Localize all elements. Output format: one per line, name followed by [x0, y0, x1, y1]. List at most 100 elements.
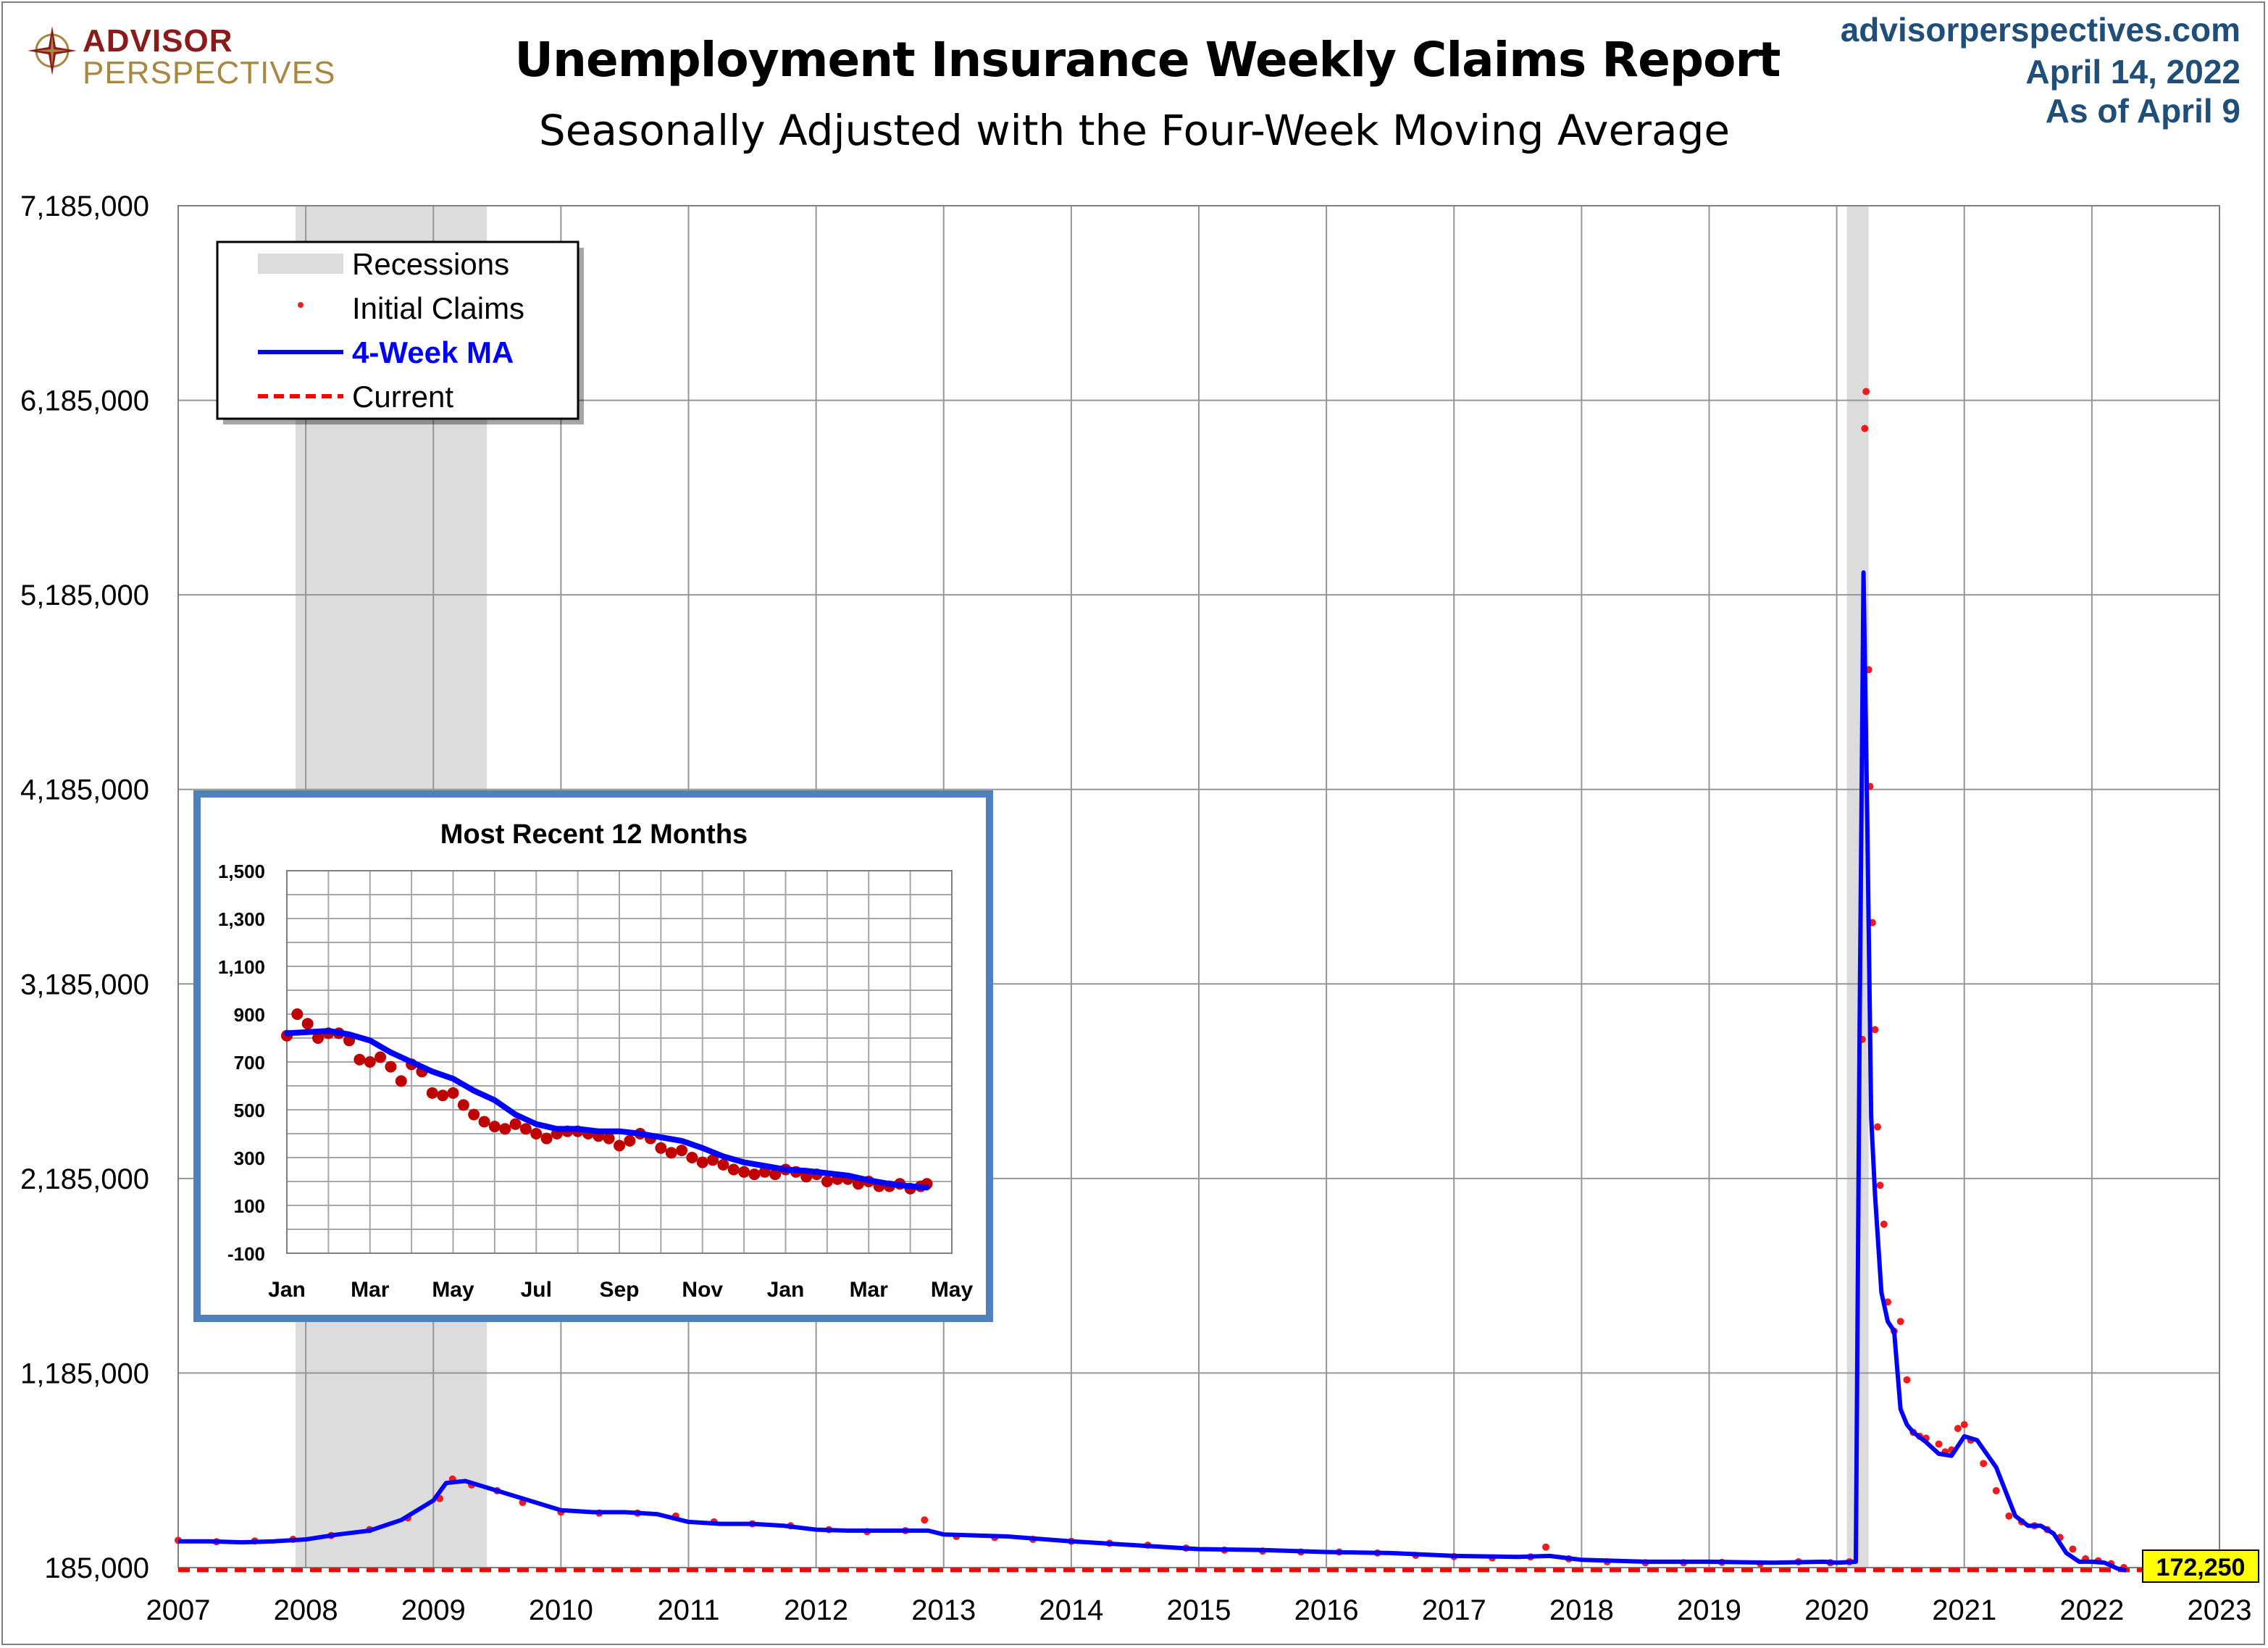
inset-initial-claims-point	[614, 1139, 625, 1152]
initial-claims-point	[1876, 1181, 1884, 1189]
inset-y-tick-label: 900	[234, 1004, 265, 1026]
initial-claims-point	[1954, 1424, 1962, 1432]
inset-plot-border	[286, 870, 953, 1254]
initial-claims-point	[1960, 1421, 1968, 1429]
inset-initial-claims-point	[530, 1128, 543, 1139]
x-tick-label: 2013	[911, 1594, 976, 1626]
inset-x-tick-label: Jan	[767, 1278, 805, 1302]
legend-claims-swatch	[298, 302, 304, 308]
x-tick-label: 2018	[1549, 1594, 1614, 1626]
initial-claims-point	[1871, 1026, 1879, 1034]
page-subtitle: Seasonally Adjusted with the Four-Week M…	[538, 106, 1731, 155]
inset-initial-claims-point	[707, 1154, 719, 1166]
as-of-date: As of April 9	[2045, 92, 2240, 130]
inset-initial-claims-point	[676, 1145, 688, 1157]
x-tick-label: 2017	[1422, 1594, 1486, 1626]
initial-claims-point	[1903, 1376, 1911, 1384]
x-tick-label: 2007	[146, 1594, 211, 1626]
x-tick-label: 2023	[2188, 1594, 2252, 1626]
moving-average-series	[178, 570, 2127, 1573]
inset-y-tick-label: 700	[234, 1052, 265, 1074]
inset-x-tick-label: Sep	[599, 1278, 639, 1302]
x-tick-label: 2010	[529, 1594, 593, 1626]
inset-initial-claims-point	[509, 1118, 522, 1130]
legend-label: Initial Claims	[352, 291, 524, 325]
y-tick-label: 2,185,000	[20, 1163, 149, 1195]
current-badge-label: 172,250	[2156, 1554, 2246, 1581]
moving-average-line	[178, 570, 2127, 1573]
y-tick-label: 3,185,000	[20, 969, 149, 1000]
x-tick-label: 2009	[401, 1594, 466, 1626]
inset-initial-claims-point	[519, 1123, 532, 1135]
inset-initial-claims-point	[457, 1099, 469, 1111]
inset-initial-claims-point	[821, 1176, 833, 1187]
y-tick-label: 185,000	[44, 1552, 149, 1584]
initial-claims-point	[1873, 1123, 1881, 1131]
x-tick-label: 2011	[657, 1594, 719, 1626]
current-value-badge: 172,250	[2142, 1549, 2259, 1583]
inset-x-tick-label: Jan	[268, 1278, 306, 1302]
inset-y-tick-label: 1,500	[218, 861, 265, 882]
initial-claims-point	[1935, 1440, 1943, 1448]
inset-y-tick-label: 1,100	[218, 956, 265, 978]
inset-initial-claims-point	[353, 1053, 366, 1066]
inset-moving-average-line	[284, 1028, 930, 1191]
x-tick-label: 2012	[784, 1594, 848, 1626]
page-title: Unemployment Insurance Weekly Claims Rep…	[514, 32, 1780, 88]
compass-rose-icon	[28, 26, 77, 75]
inset-x-tick-label: Mar	[850, 1278, 889, 1302]
inset-initial-claims-point	[468, 1108, 480, 1121]
x-tick-label: 2020	[1804, 1594, 1869, 1626]
initial-claims-point	[2069, 1545, 2077, 1553]
logo-wordmark-perspectives: PERSPECTIVES	[83, 55, 336, 91]
inset-initial-claims-point	[686, 1152, 698, 1163]
inset-initial-claims-point	[540, 1132, 553, 1145]
initial-claims-point	[1980, 1460, 1988, 1468]
report-date: April 14, 2022	[2025, 53, 2240, 91]
legend-label: 4-Week MA	[352, 335, 514, 369]
inset-y-tick-label: 500	[234, 1100, 265, 1121]
legend-label: Current	[352, 380, 453, 414]
inset-title: Most Recent 12 Months	[440, 819, 748, 850]
current-badge-box	[2142, 1549, 2259, 1583]
inset-y-tick-label: 300	[234, 1147, 265, 1169]
inset-x-tick-label: Jul	[521, 1278, 552, 1302]
y-tick-label: 4,185,000	[20, 774, 149, 806]
inset-initial-claims-point	[426, 1087, 438, 1099]
y-tick-label: 1,185,000	[20, 1358, 149, 1389]
inset-initial-claims-point	[603, 1132, 615, 1145]
logo: ADVISOR PERSPECTIVES	[26, 22, 335, 94]
legend: Recessions Initial Claims 4-Week MA Current	[216, 240, 584, 424]
inset-initial-claims-point	[478, 1116, 490, 1128]
y-tick-label: 7,185,000	[20, 191, 149, 222]
inset-x-tick-label: May	[931, 1278, 974, 1302]
inset-initial-claims-point	[738, 1166, 750, 1178]
chart-axes: 185,000 1,185,000 2,185,000 3,185,000 4,185,…	[20, 191, 2251, 1626]
inset-initial-claims-point	[769, 1168, 782, 1181]
legend-recession-swatch	[258, 254, 343, 274]
x-tick-label: 2014	[1039, 1594, 1103, 1626]
y-tick-label: 6,185,000	[20, 385, 149, 417]
inset-initial-claims-point	[312, 1032, 325, 1044]
x-tick-label: 2016	[1294, 1594, 1359, 1626]
inset-initial-claims-point	[301, 1018, 314, 1030]
initial-claims-point	[1992, 1486, 2000, 1494]
initial-claims-point	[1880, 1220, 1888, 1228]
x-tick-label: 2008	[274, 1594, 338, 1626]
inset-initial-claims-point	[364, 1056, 376, 1068]
y-tick-label: 5,185,000	[20, 580, 149, 611]
inset-y-tick-label: 100	[234, 1195, 265, 1217]
initial-claims-point	[921, 1516, 929, 1524]
inset-initial-claims-point	[437, 1089, 449, 1102]
x-tick-label: 2022	[2059, 1594, 2124, 1626]
inset-chart: Most Recent 12 Months 1,500 1,300 1,100 900 7…	[193, 790, 993, 1322]
x-tick-label: 2021	[1932, 1594, 1996, 1626]
inset-initial-claims-point	[717, 1158, 729, 1171]
initial-claims-point	[1542, 1543, 1550, 1551]
inset-x-tick-label: Nov	[682, 1278, 723, 1302]
inset-y-tick-label: -100	[227, 1243, 265, 1265]
inset-initial-claims-point	[395, 1075, 407, 1087]
inset-initial-claims-point	[727, 1163, 740, 1176]
